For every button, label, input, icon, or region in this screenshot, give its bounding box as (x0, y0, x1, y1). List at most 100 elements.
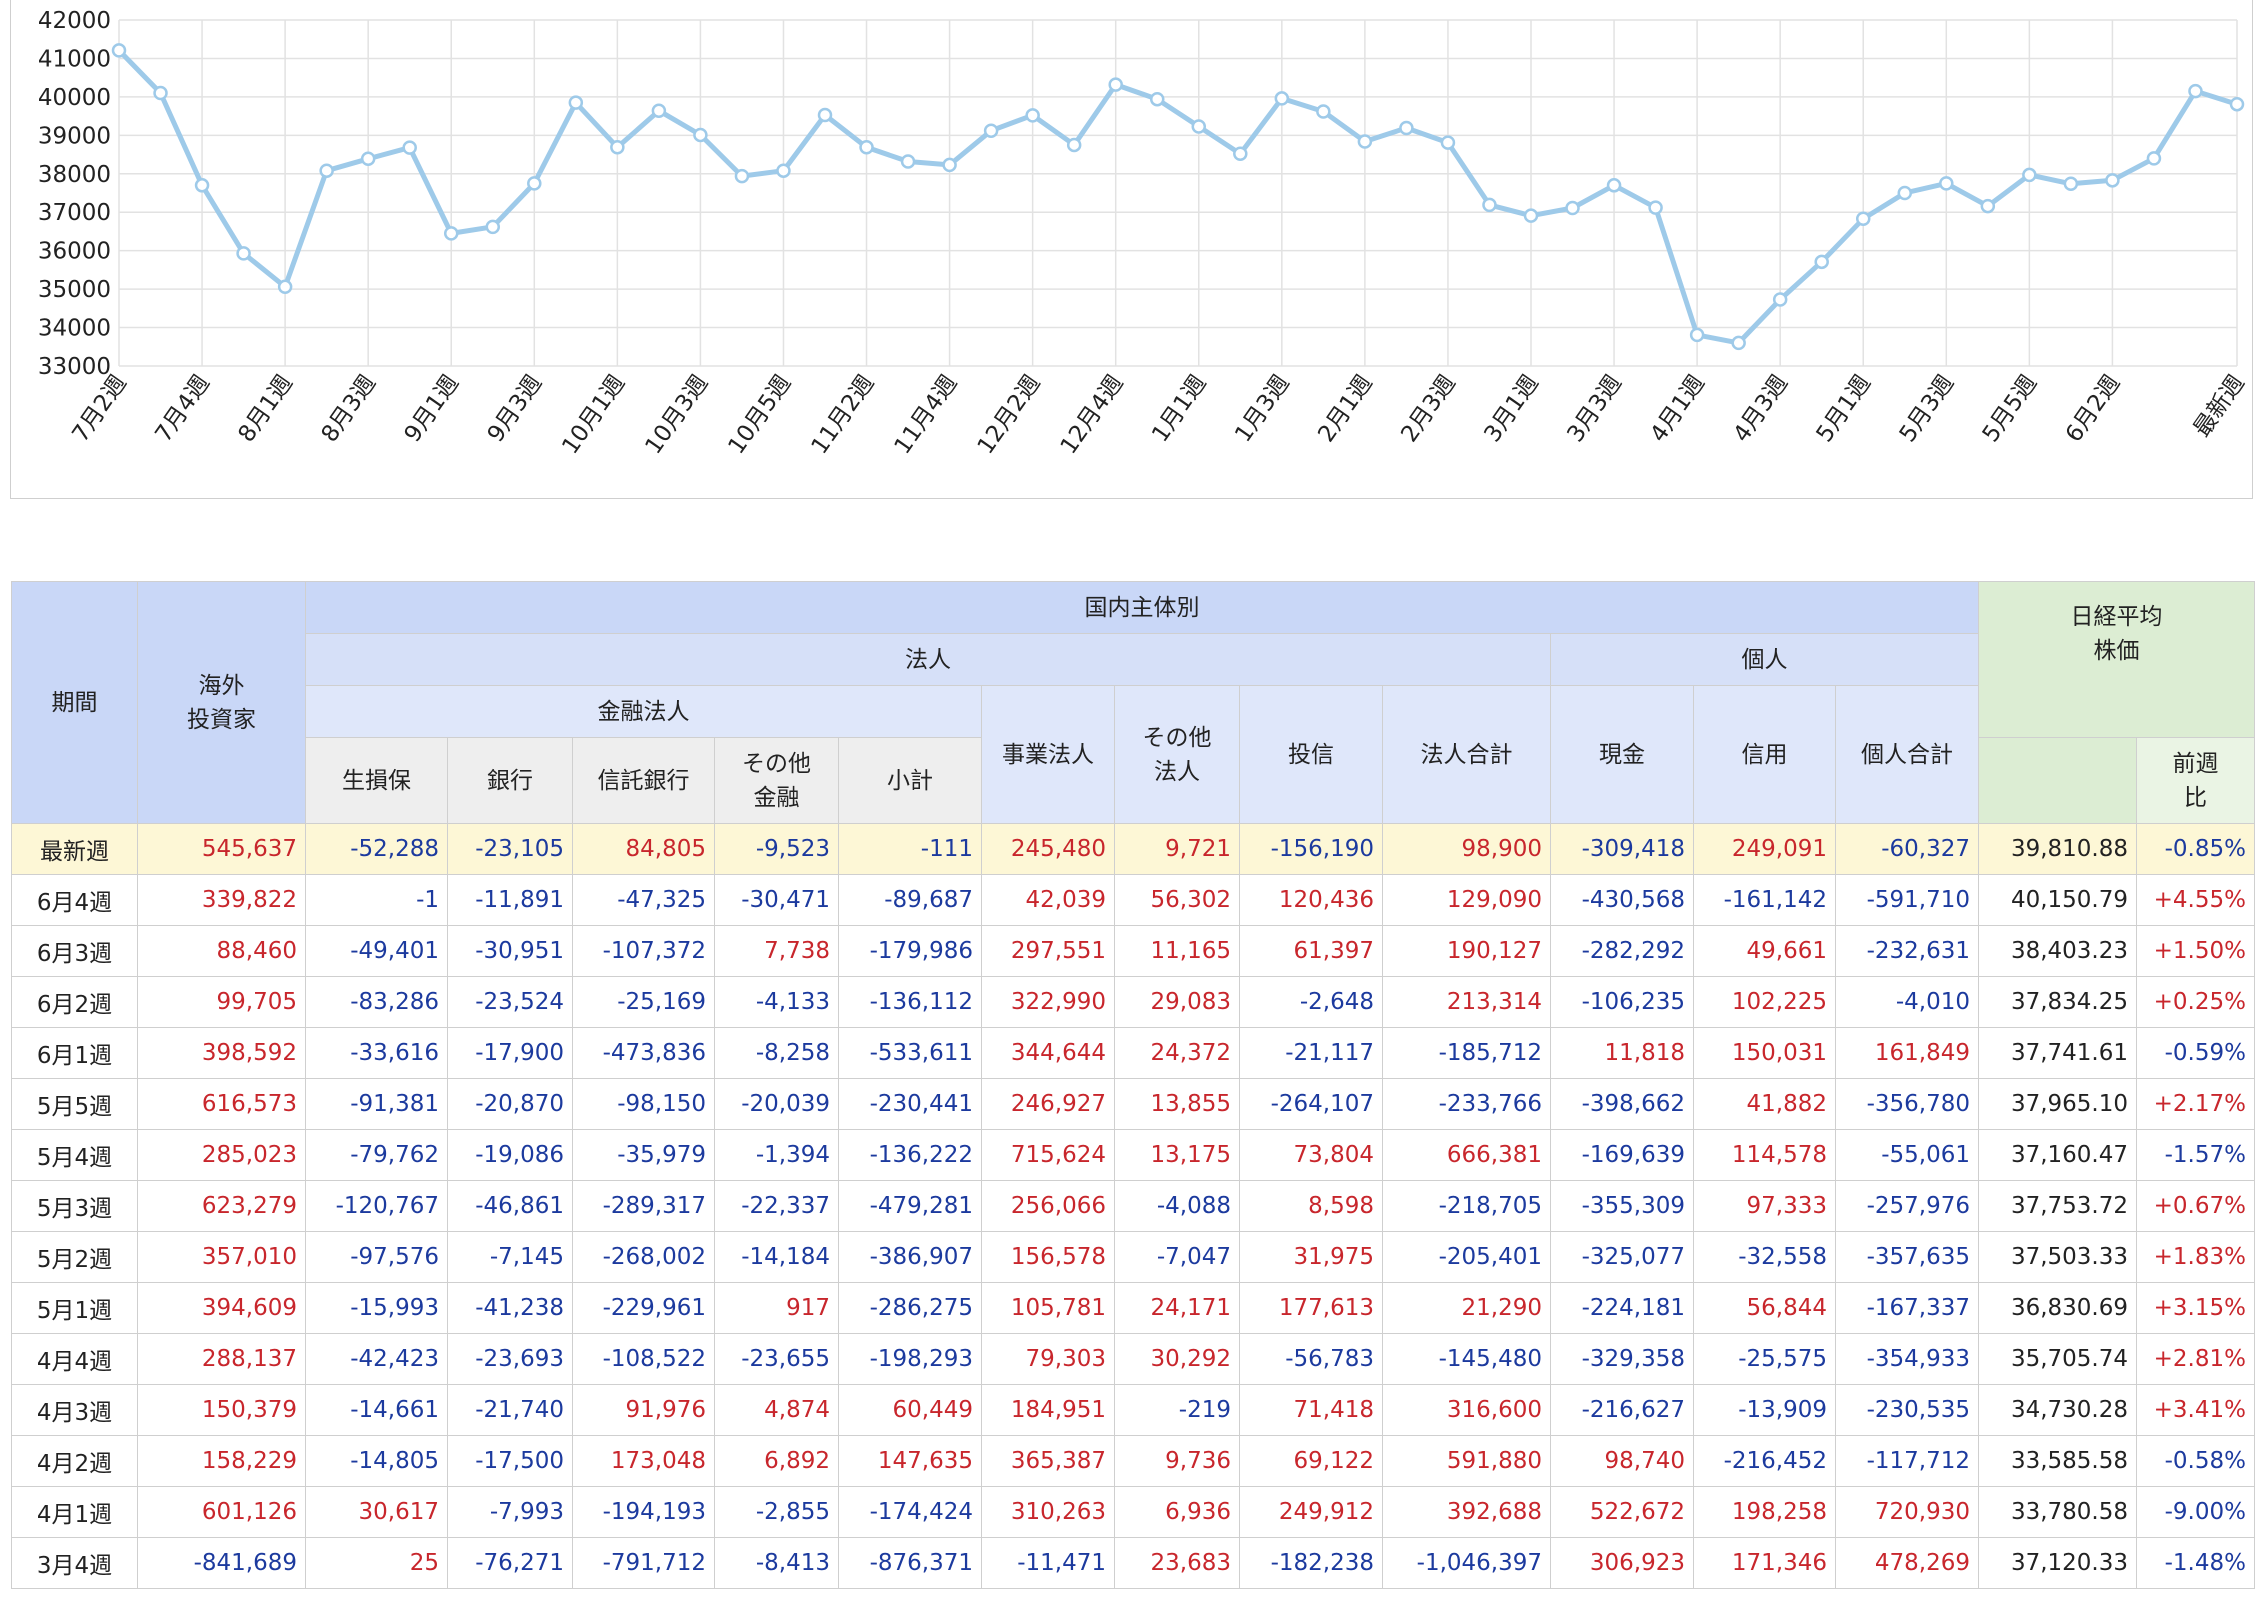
table-row: 5月3週 623,279 -120,767 -46,861 -289,317 -22,33… (11, 1180, 2255, 1232)
wow-cell: +1.83% (2136, 1231, 2255, 1283)
period-cell: 5月1週 (11, 1282, 138, 1334)
value-cell: -841,689 (137, 1537, 306, 1589)
header-nikkei-label: 日経平均 株価 (2070, 604, 2163, 664)
value-cell: -325,077 (1550, 1231, 1694, 1283)
table-row: 6月4週 339,822 -1 -11,891 -47,325 -30,471 -89,68… (11, 874, 2255, 926)
value-cell: 623,279 (137, 1180, 306, 1232)
header-margin: 信用 (1693, 685, 1836, 824)
value-cell: -20,039 (714, 1078, 839, 1130)
value-cell: -136,222 (838, 1129, 982, 1181)
data-point (1316, 104, 1331, 119)
data-point (1274, 91, 1290, 106)
value-cell: -289,317 (572, 1180, 715, 1232)
value-cell: 522,672 (1550, 1486, 1694, 1538)
value-cell: -108,522 (572, 1333, 715, 1385)
value-cell: 616,573 (137, 1078, 306, 1130)
value-cell: -357,635 (1835, 1231, 1979, 1283)
value-cell: 102,225 (1693, 976, 1836, 1028)
value-cell: -23,524 (447, 976, 573, 1028)
value-cell: 79,303 (981, 1333, 1115, 1385)
value-cell: 394,609 (137, 1282, 306, 1334)
period-cell: 6月2週 (11, 976, 138, 1028)
value-cell: -97,576 (305, 1231, 448, 1283)
x-tick-label: 10月5週 (724, 371, 797, 460)
data-point (1772, 292, 1788, 307)
header-nikkei-price-blank (1978, 737, 2137, 824)
value-cell: -32,558 (1693, 1231, 1836, 1283)
x-tick-label: 10月3週 (640, 371, 713, 460)
header-individual: 個人 (1550, 633, 1979, 686)
value-cell: -7,047 (1114, 1231, 1240, 1283)
wow-cell: +3.15% (2136, 1282, 2255, 1334)
x-tick-label: 12月2週 (973, 371, 1046, 460)
value-cell: -356,780 (1835, 1078, 1979, 1130)
value-cell: 316,600 (1382, 1384, 1551, 1436)
value-cell: -35,979 (572, 1129, 715, 1181)
value-cell: 190,127 (1382, 925, 1551, 977)
value-cell: 246,927 (981, 1078, 1115, 1130)
value-cell: -83,286 (305, 976, 448, 1028)
data-point (360, 151, 376, 167)
data-point (443, 226, 459, 241)
value-cell: -136,112 (838, 976, 982, 1028)
data-point (1731, 335, 1746, 351)
nikkei-price-cell: 37,120.33 (1978, 1537, 2137, 1589)
value-cell: 84,805 (572, 823, 715, 875)
value-cell: 601,126 (137, 1486, 306, 1538)
period-cell: 最新週 (11, 823, 138, 875)
value-cell: 41,882 (1693, 1078, 1836, 1130)
value-cell: 49,661 (1693, 925, 1836, 977)
x-tick-label: 12月4週 (1056, 371, 1129, 460)
value-cell: -1 (305, 874, 448, 926)
nikkei-price-cell: 33,780.58 (1978, 1486, 2137, 1538)
table-header: 期間 海外 投資家 国内主体別 日経平均 株価 法人 個人 金融法人 事業法人 … (11, 581, 2255, 824)
data-point (1357, 134, 1373, 149)
header-corporate: 法人 (305, 633, 1551, 686)
value-cell: 8,598 (1239, 1180, 1383, 1232)
data-point (1440, 135, 1456, 150)
nikkei-price-cell: 37,965.10 (1978, 1078, 2137, 1130)
value-cell: -2,648 (1239, 976, 1383, 1028)
y-tick-label: 41000 (38, 46, 111, 72)
data-point (2105, 173, 2120, 188)
wow-cell: +1.50% (2136, 925, 2255, 977)
value-cell: -286,275 (838, 1282, 982, 1334)
value-cell: 158,229 (137, 1435, 306, 1487)
value-cell: -13,909 (1693, 1384, 1836, 1436)
x-tick-label: 10月1週 (557, 371, 630, 460)
value-cell: -169,639 (1550, 1129, 1694, 1181)
value-cell: 213,314 (1382, 976, 1551, 1028)
period-cell: 5月3週 (11, 1180, 138, 1232)
value-cell: 184,951 (981, 1384, 1115, 1436)
value-cell: 6,936 (1114, 1486, 1240, 1538)
value-cell: 42,039 (981, 874, 1115, 926)
value-cell: -156,190 (1239, 823, 1383, 875)
data-point (1399, 120, 1414, 136)
value-cell: 288,137 (137, 1333, 306, 1385)
value-cell: -194,193 (572, 1486, 715, 1538)
data-point (983, 123, 999, 138)
x-tick-label: 8月3週 (317, 371, 381, 448)
nikkei-price-cell: 34,730.28 (1978, 1384, 2137, 1436)
nikkei-price-cell: 39,810.88 (1978, 823, 2137, 875)
value-cell: -4,010 (1835, 976, 1979, 1028)
value-cell: 88,460 (137, 925, 306, 977)
data-point (2063, 176, 2079, 192)
value-cell: -182,238 (1239, 1537, 1383, 1589)
x-tick-label: 7月4週 (150, 371, 214, 448)
value-cell: 365,387 (981, 1435, 1115, 1487)
value-cell: 73,804 (1239, 1129, 1383, 1181)
value-cell: 30,292 (1114, 1333, 1240, 1385)
value-cell: 11,165 (1114, 925, 1240, 977)
wow-cell: -0.59% (2136, 1027, 2255, 1079)
header-bank: 銀行 (447, 737, 573, 824)
value-cell: -52,288 (305, 823, 448, 875)
header-financial: 金融法人 (305, 685, 982, 738)
value-cell: -46,861 (447, 1180, 573, 1232)
nikkei-price-cell: 37,753.72 (1978, 1180, 2137, 1232)
nikkei-price-cell: 37,160.47 (1978, 1129, 2137, 1181)
value-cell: -230,441 (838, 1078, 982, 1130)
wow-cell: +0.25% (2136, 976, 2255, 1028)
header-investment-trust: 投信 (1239, 685, 1383, 824)
value-cell: -329,358 (1550, 1333, 1694, 1385)
